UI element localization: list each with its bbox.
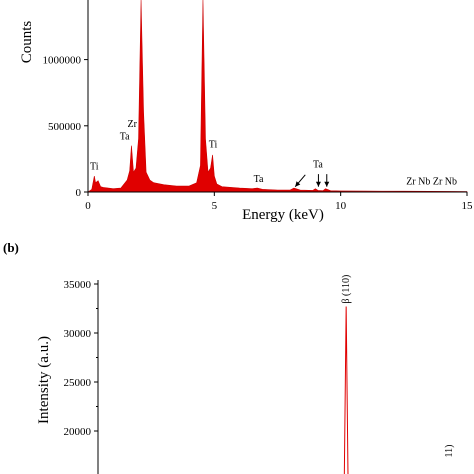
xrd-peak-label: β (110) [341, 275, 352, 304]
panel-b-label: (b) [3, 240, 19, 255]
eds-peak-label: Ti [90, 161, 99, 172]
eds-x-axis-label: Energy (keV) [242, 207, 324, 223]
eds-peak-arrow [294, 174, 306, 188]
xrd-y-tick-label: 30000 [64, 328, 92, 340]
eds-peak-label: Ti [209, 140, 218, 151]
eds-x-tick-label: 15 [462, 200, 474, 212]
eds-peak-label: Ta [313, 160, 323, 171]
eds-peak-labels: Ti Ta Zr Ti Ta Ta Zr Nb Zr Nb [90, 119, 457, 188]
xrd-peak-label: 11) [444, 444, 455, 457]
xrd-pattern-panel: (b) 20000 25000 30000 35000 β (110) 11) Inte… [3, 240, 455, 474]
eds-y-axis-label: Counts [19, 21, 35, 64]
eds-x-ticks: 0 5 10 15 [85, 192, 473, 212]
xrd-pattern-line [343, 306, 349, 474]
eds-peak-label: Ta [254, 174, 264, 185]
xrd-peak-labels: β (110) 11) [341, 275, 455, 458]
eds-peak-label: Ta [120, 132, 130, 143]
eds-peak-arrow [324, 174, 330, 187]
eds-y-tick-label: 1000000 [43, 55, 82, 67]
eds-x-tick-label: 10 [335, 200, 347, 212]
eds-y-ticks: 0 500000 1000000 [43, 55, 88, 199]
eds-x-tick-label: 0 [85, 200, 91, 212]
xrd-y-tick-label: 35000 [64, 279, 92, 291]
xrd-y-ticks: 20000 25000 30000 35000 [64, 279, 98, 438]
eds-peak-arrows [294, 174, 330, 188]
eds-x-tick-label: 5 [212, 200, 218, 212]
eds-spectrum-area [87, 0, 468, 193]
eds-y-tick-label: 0 [76, 187, 82, 199]
eds-peak-arrow [315, 174, 321, 187]
xrd-y-tick-label: 25000 [64, 377, 92, 389]
eds-y-tick-label: 500000 [48, 121, 82, 133]
xrd-y-tick-label: 20000 [64, 426, 92, 438]
xrd-y-axis-label: Intensity (a.u.) [36, 336, 52, 424]
eds-spectrum-panel: 0 5 10 15 0 500000 1000000 Ti Ta Zr Ti Ta Ta Zr Nb … [19, 0, 473, 223]
eds-peak-label: Zr Nb Zr Nb [406, 177, 457, 188]
eds-peak-label: Zr [127, 119, 137, 130]
